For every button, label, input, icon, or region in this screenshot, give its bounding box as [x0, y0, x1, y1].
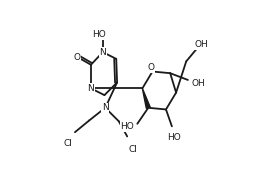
Text: HO: HO	[120, 122, 134, 131]
Text: N: N	[88, 84, 94, 93]
Text: N: N	[102, 103, 109, 112]
Text: N: N	[99, 48, 106, 57]
Text: O: O	[147, 63, 154, 72]
Text: OH: OH	[192, 79, 206, 88]
Text: HO: HO	[168, 133, 181, 142]
Text: OH: OH	[195, 40, 208, 49]
Text: Cl: Cl	[129, 145, 138, 154]
Text: O: O	[73, 53, 80, 62]
Polygon shape	[142, 88, 150, 108]
Text: Cl: Cl	[63, 139, 72, 148]
Text: HO: HO	[92, 30, 105, 39]
